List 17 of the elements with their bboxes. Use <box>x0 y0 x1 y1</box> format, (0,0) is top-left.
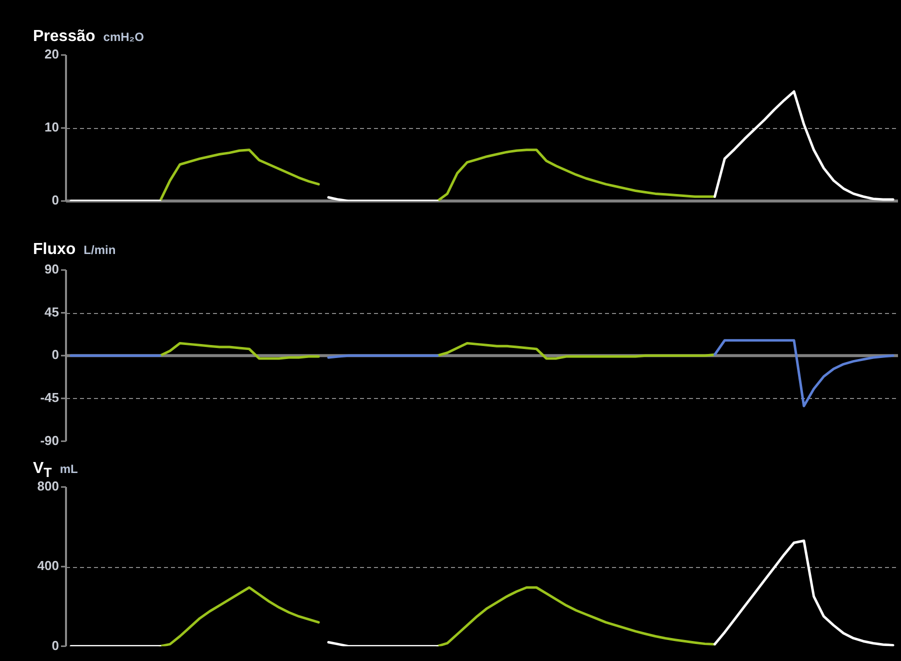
y-tick-label: 10 <box>44 120 59 135</box>
chart-title: V$_{T}$ <box>33 460 52 480</box>
y-tick-label: 45 <box>44 304 59 320</box>
chart-title: Fluxo <box>33 241 76 258</box>
y-tick-label: 90 <box>44 262 59 277</box>
chart-subtitle: cmH₂O <box>103 30 144 44</box>
chart-title: Pressão <box>33 28 96 45</box>
y-tick-label: 400 <box>37 558 59 574</box>
y-tick-label: 800 <box>37 478 59 494</box>
chart-subtitle: mL <box>60 462 78 476</box>
y-tick-label: 20 <box>44 46 59 62</box>
y-tick-label: 0 <box>52 347 59 362</box>
chart-subtitle: L/min <box>84 243 116 257</box>
y-tick-label: 0 <box>52 638 59 653</box>
y-tick-label: 0 <box>52 192 59 208</box>
y-tick-label: -90 <box>40 432 59 448</box>
y-tick-label: -45 <box>40 390 59 405</box>
